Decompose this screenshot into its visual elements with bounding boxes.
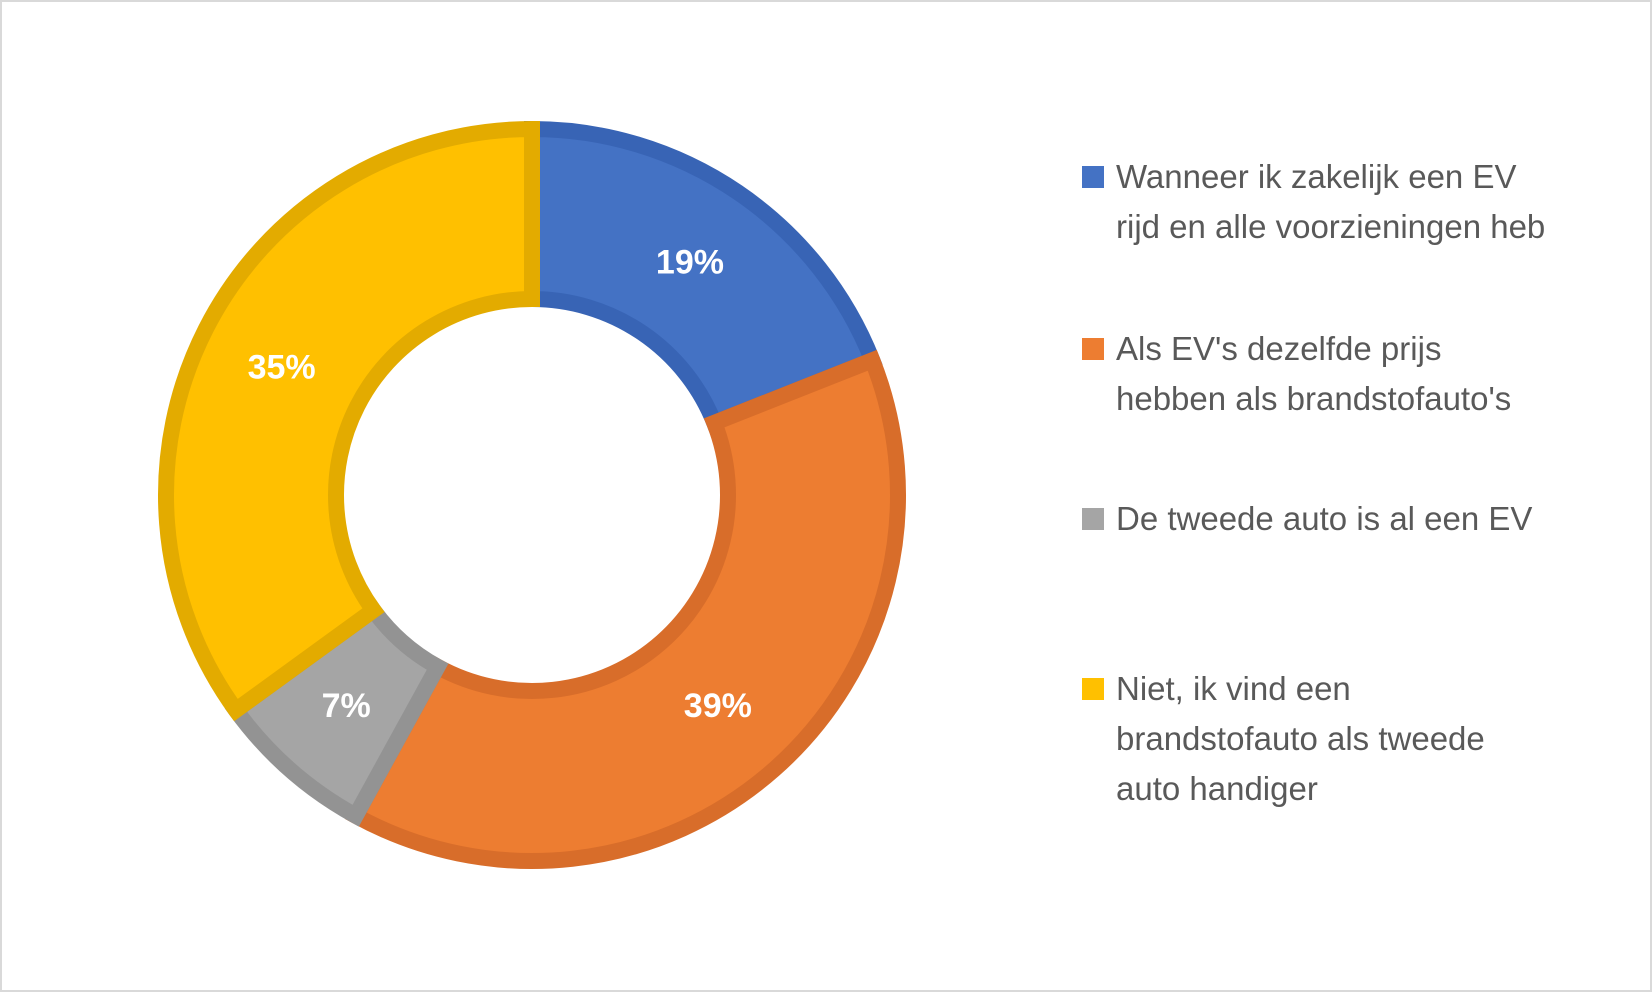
legend-label-2: De tweede auto is al een EV xyxy=(1116,500,1533,537)
legend-label-0: Wanneer ik zakelijk een EV rijd en alle … xyxy=(1116,158,1546,245)
data-label-2: 7% xyxy=(322,687,371,725)
donut-chart: 19% 39% 7% 35% xyxy=(158,120,906,869)
legend-item-1: Als EV's dezelfde prijs hebben als brand… xyxy=(1082,324,1626,424)
legend-item-0: Wanneer ik zakelijk een EV rijd en alle … xyxy=(1082,152,1626,252)
legend-swatch-3 xyxy=(1082,678,1104,700)
donut-slice-3 xyxy=(158,120,540,722)
data-label-0: 19% xyxy=(656,244,724,282)
legend-swatch-1 xyxy=(1082,338,1104,360)
donut-slice-1 xyxy=(344,349,906,869)
legend-item-2: De tweede auto is al een EV xyxy=(1082,494,1626,544)
legend-swatch-2 xyxy=(1082,508,1104,530)
donut-slice-0 xyxy=(524,120,883,434)
legend-label-3: Niet, ik vind een brandstofauto als twee… xyxy=(1116,670,1485,807)
data-label-3: 35% xyxy=(248,348,316,386)
legend-item-3: Niet, ik vind een brandstofauto als twee… xyxy=(1082,664,1626,814)
data-label-1: 39% xyxy=(684,687,752,725)
legend-swatch-0 xyxy=(1082,166,1104,188)
legend-label-1: Als EV's dezelfde prijs hebben als brand… xyxy=(1116,330,1512,417)
